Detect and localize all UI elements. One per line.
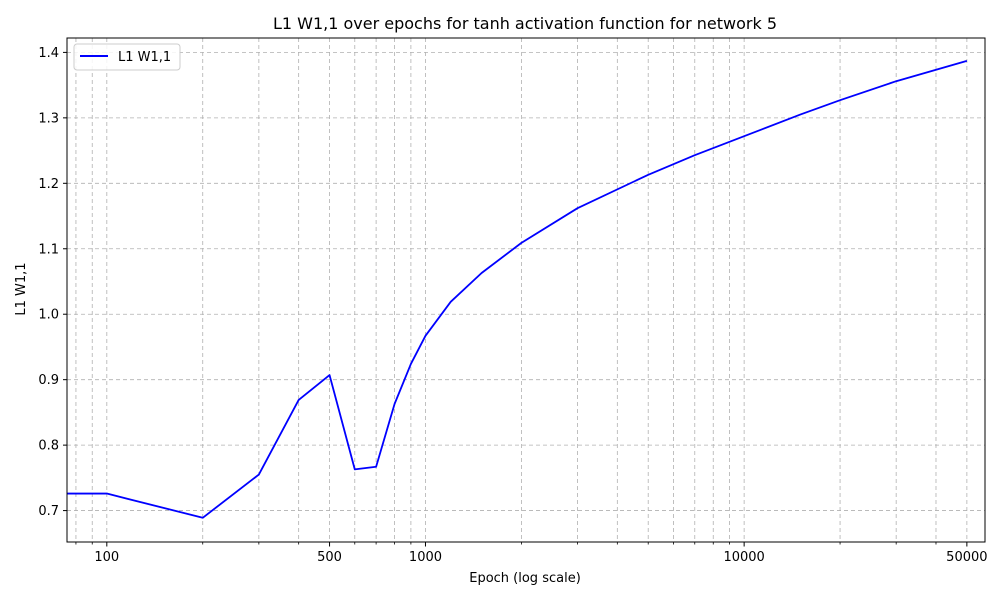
- x-tick-label: 50000: [946, 550, 987, 565]
- x-tick-label: 500: [317, 550, 342, 565]
- plot-frame: [66, 37, 986, 543]
- x-axis-label: Epoch (log scale): [469, 571, 581, 586]
- grid-lines: [67, 38, 985, 542]
- y-tick-label: 1.2: [38, 177, 59, 192]
- y-tick-label: 1.3: [38, 111, 59, 126]
- y-tick-label: 1.1: [38, 242, 59, 257]
- y-tick-label: 1.0: [38, 308, 59, 323]
- x-tick-label: 100: [94, 550, 119, 565]
- y-tick-label: 1.4: [38, 46, 59, 61]
- series-line: [67, 60, 968, 519]
- x-tick-label: 1000: [409, 550, 442, 565]
- y-axis-label: L1 W1,1: [14, 262, 29, 315]
- legend: L1 W1,1: [73, 43, 181, 71]
- legend-box: [73, 43, 181, 71]
- axis-ticks: 0.7 0.8 0.9 1.0 1.1 1.2 1.3 1.4 100 500 1000 10000 5…: [38, 46, 987, 565]
- x-tick-label: 10000: [723, 550, 764, 565]
- series-layer: [67, 60, 968, 519]
- legend-label: L1 W1,1: [118, 50, 171, 65]
- chart-title: L1 W1,1 over epochs for tanh activation …: [273, 14, 777, 33]
- y-tick-label: 0.9: [38, 373, 59, 388]
- y-tick-label: 0.7: [38, 504, 59, 519]
- y-tick-label: 0.8: [38, 439, 59, 454]
